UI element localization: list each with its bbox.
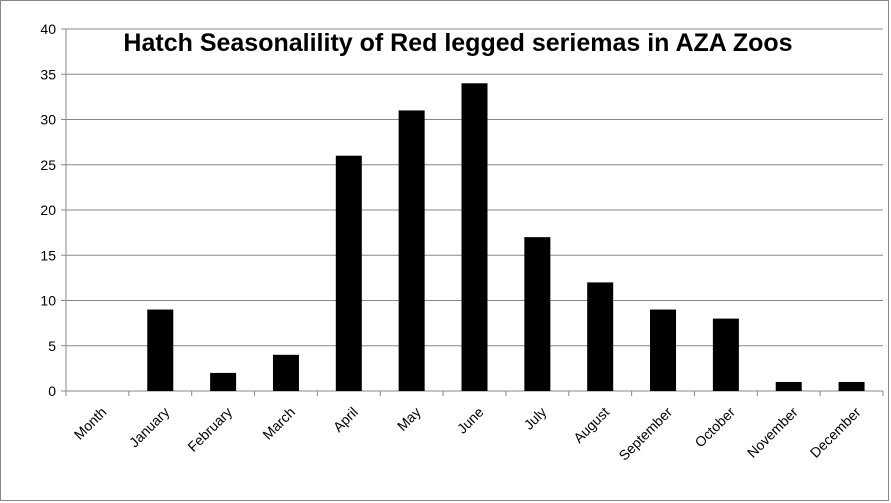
bar-august	[587, 282, 614, 391]
x-tick-label: March	[259, 404, 298, 443]
y-tick-label: 15	[40, 247, 56, 263]
bars	[147, 83, 865, 392]
x-tick-label: December	[807, 404, 864, 461]
x-tick-label: April	[330, 404, 361, 435]
x-tick-label: August	[570, 404, 612, 446]
x-tick-label: November	[744, 404, 801, 461]
y-tick-label: 40	[40, 21, 56, 37]
bar-january	[147, 309, 174, 391]
y-tick-label: 20	[40, 202, 56, 218]
x-tick-label: June	[454, 404, 487, 437]
y-tick-label: 5	[48, 338, 56, 354]
bar-april	[335, 155, 362, 391]
x-tick-label: Month	[71, 404, 110, 443]
bar-june	[461, 83, 488, 392]
y-tick-labels: 0 5 10 15 20 25 30 35 40	[40, 21, 56, 399]
x-tick-label: July	[521, 404, 550, 433]
y-tick-label: 35	[40, 66, 56, 82]
x-tick-labels: Month January February March April May June Jul…	[71, 404, 864, 464]
bar-february	[210, 372, 237, 391]
bar-may	[398, 110, 425, 391]
x-tick-label: February	[184, 404, 235, 455]
x-tick-label: May	[394, 404, 424, 434]
bar-march	[272, 354, 299, 391]
bar-november	[775, 381, 802, 391]
y-tick-label: 10	[40, 293, 56, 309]
chart-title: Hatch Seasonalility of Red legged seriem…	[123, 29, 792, 57]
x-tick-label: September	[615, 404, 675, 464]
bar-december	[838, 381, 865, 391]
y-tick-label: 25	[40, 157, 56, 173]
x-tick-label: October	[691, 404, 738, 451]
bar-september	[650, 309, 677, 391]
y-tick-label: 30	[40, 112, 56, 128]
y-tick-label: 0	[48, 383, 56, 399]
x-tick-label: January	[126, 404, 173, 451]
bar-july	[524, 237, 551, 391]
bar-october	[712, 318, 739, 391]
